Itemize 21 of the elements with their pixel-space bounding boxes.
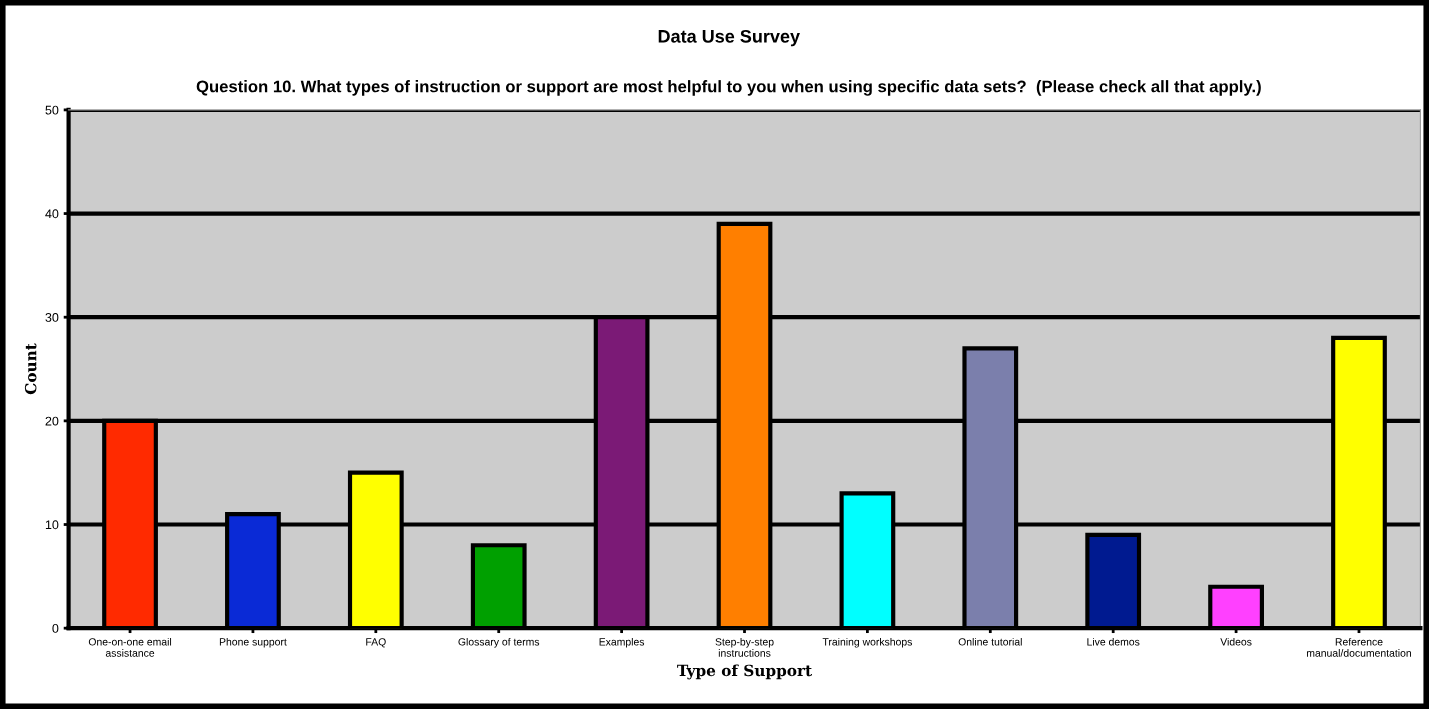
chart-title: Data Use Survey: [658, 29, 800, 47]
y-tick-label: 20: [45, 416, 59, 426]
x-tick-label: Videos: [1220, 637, 1252, 646]
x-axis-title: Type of Support: [677, 664, 813, 680]
y-tick-label: 40: [45, 209, 59, 219]
x-tick-label: Examples: [599, 637, 645, 648]
x-tick-label: Live demos: [1087, 637, 1140, 646]
x-tick-label: Online tutorial: [958, 637, 1022, 646]
x-tick-label: One-on-one email assistance: [88, 637, 172, 657]
y-axis-title: Count: [24, 343, 37, 395]
y-tick-label: 50: [45, 105, 59, 115]
x-tick-label: Reference manual/documentation: [1306, 637, 1411, 657]
y-tick-label: 10: [45, 520, 59, 530]
y-tick-label: 30: [45, 313, 59, 322]
x-tick-label: Glossary of terms: [458, 637, 540, 648]
x-tick-label: Training workshops: [822, 637, 912, 648]
y-tick-label: 0: [52, 623, 59, 633]
chart-subtitle: Question 10. What types of instruction or support are most helpful to you when using specific data sets? (Please check all that apply.): [196, 80, 1261, 96]
x-tick-label: Step-by-step instructions: [715, 637, 774, 657]
x-tick-label: Phone support: [219, 637, 287, 648]
x-tick-label: FAQ: [366, 638, 386, 648]
